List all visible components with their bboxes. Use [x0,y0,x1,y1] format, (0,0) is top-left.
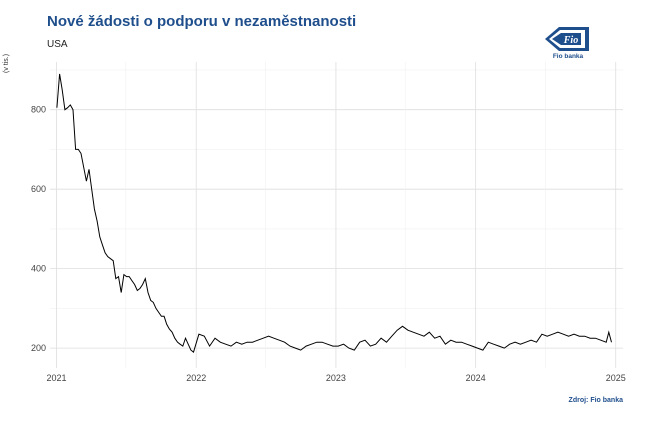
series-line [56,73,612,353]
x-tick-label: 2023 [326,373,346,383]
x-tick-label: 2024 [466,373,486,383]
fio-flag-icon: Fio [545,27,589,51]
y-tick-label: 800 [31,105,46,115]
x-tick-label: 2022 [186,373,206,383]
y-tick-label: 200 [31,343,46,353]
chart-subtitle: USA [47,39,68,50]
fio-logo: Fio Fio banka [543,24,593,60]
logo-text: Fio banka [552,53,584,60]
x-tick-label: 2025 [606,373,626,383]
x-tick-label: 2021 [46,373,66,383]
y-tick-label: 400 [31,264,46,274]
chart-title: Nové žádosti o podporu v nezaměstnanosti [47,13,357,30]
logo-mark: Fio [563,35,578,46]
chart-grid [50,62,623,368]
tick-labels: 200 400 600 800 2021 2022 2023 2024 2025 [31,105,626,383]
y-tick-label: 600 [31,184,46,194]
source-label: Zdroj: Fio banka [568,397,623,404]
